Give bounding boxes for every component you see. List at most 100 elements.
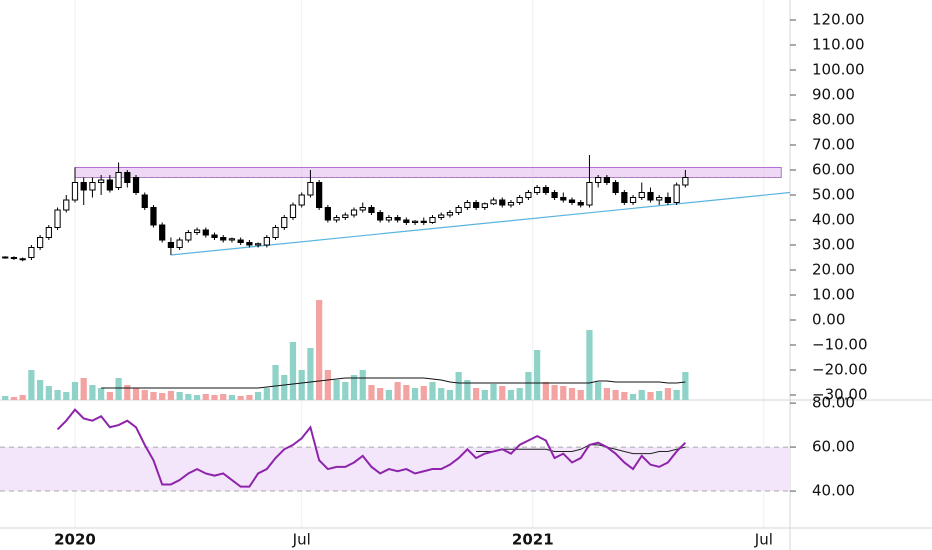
- volume-bar: [10, 397, 18, 400]
- candle-body: [542, 187, 549, 193]
- candle-body: [377, 212, 384, 221]
- volume-ma: [101, 377, 686, 389]
- volume-bar: [45, 386, 52, 400]
- volume-bar: [19, 395, 26, 400]
- volume-bar: [124, 385, 131, 400]
- volume-bar: [98, 388, 105, 400]
- volume-bar: [621, 392, 628, 400]
- volume-bar: [507, 390, 515, 400]
- candle-body: [115, 172, 122, 188]
- candle-body: [429, 217, 436, 223]
- candle-body: [385, 217, 393, 221]
- volume-bar: [385, 390, 393, 400]
- x-tick-label: Jul: [754, 531, 773, 549]
- volume-bar: [455, 372, 462, 400]
- y-tick-label: 0.00: [812, 311, 845, 329]
- volume-bar: [481, 390, 488, 400]
- y-tick-label: 120.00: [812, 11, 865, 29]
- candle-body: [350, 209, 358, 216]
- volume-bar: [595, 382, 602, 400]
- candle-body: [237, 239, 244, 243]
- rsi-ma: [476, 444, 686, 455]
- volume-bar: [629, 394, 637, 400]
- candle-body: [71, 182, 79, 201]
- candle-body: [464, 202, 471, 208]
- candle-body: [281, 217, 288, 228]
- volume-bar: [429, 382, 436, 400]
- y-tick-label: 80.00: [812, 111, 855, 129]
- volume-bar: [464, 380, 471, 400]
- candle-body: [167, 242, 175, 248]
- volume-bar: [612, 390, 619, 400]
- volume-bar: [516, 388, 523, 400]
- y-tick-label: 100.00: [812, 61, 865, 79]
- volume-bar: [411, 388, 419, 400]
- candle-body: [63, 199, 70, 211]
- candle-body: [507, 202, 515, 206]
- candle-body: [455, 207, 462, 213]
- candle-body: [368, 207, 375, 213]
- y-tick-label: 40.00: [812, 211, 855, 229]
- volume-bar: [281, 375, 288, 400]
- y-tick-label: 90.00: [812, 86, 855, 104]
- volume-bar: [185, 394, 192, 400]
- y-tick-label: 30.00: [812, 236, 855, 254]
- candle-body: [656, 197, 663, 201]
- candle-body: [202, 229, 209, 236]
- trendline: [170, 191, 791, 256]
- rsi-tick-label: 80.00: [812, 394, 855, 412]
- volume-bar: [71, 382, 79, 400]
- volume-bar: [551, 385, 558, 400]
- candle-body: [568, 199, 576, 203]
- volume-bar: [438, 388, 445, 400]
- candle-body: [595, 177, 602, 183]
- candle-body: [490, 199, 497, 205]
- volume-bar: [167, 391, 175, 400]
- volume-bar: [159, 393, 166, 400]
- candle-body: [289, 204, 297, 218]
- volume-bar: [603, 388, 611, 400]
- volume-bar: [150, 392, 157, 400]
- volume-bar: [333, 380, 340, 400]
- y-tick-label: 110.00: [812, 36, 865, 54]
- candle-body: [342, 214, 349, 218]
- candle-body: [647, 192, 654, 201]
- volume-bar: [368, 385, 375, 400]
- candle-body: [185, 232, 192, 241]
- volume-bar: [298, 370, 305, 400]
- candle-body: [472, 202, 480, 208]
- volume-bar: [420, 386, 427, 400]
- volume-bar: [377, 388, 384, 400]
- candle-body: [124, 172, 131, 183]
- volume-bar: [272, 365, 279, 400]
- volume-bar: [106, 392, 113, 400]
- volume-bar: [394, 382, 401, 400]
- candle-body: [481, 203, 488, 208]
- volume-bar: [647, 392, 654, 400]
- rsi-tick-label: 40.00: [812, 482, 855, 500]
- candle-body: [28, 247, 35, 258]
- rsi-band: [0, 447, 790, 492]
- volume-bar: [289, 342, 297, 400]
- candle-body: [2, 256, 9, 259]
- candle-body: [499, 199, 506, 206]
- candle-body: [80, 182, 87, 191]
- candle-body: [36, 237, 44, 248]
- candle-body: [638, 192, 645, 198]
- candle-body: [682, 177, 689, 186]
- y-tick-label: 10.00: [812, 286, 855, 304]
- candle-body: [272, 227, 279, 238]
- volume-bar: [132, 388, 140, 400]
- volume-bar: [656, 391, 663, 400]
- candle-body: [664, 197, 672, 203]
- volume-bar: [472, 388, 480, 400]
- candle-body: [45, 227, 52, 238]
- volume-bar: [307, 348, 314, 400]
- candle-body: [673, 184, 680, 203]
- candle-body: [446, 212, 454, 216]
- volume-bar: [28, 370, 35, 400]
- candle-body: [621, 192, 628, 203]
- candle-body: [193, 229, 201, 233]
- candle-body: [551, 192, 558, 198]
- candle-body: [132, 177, 140, 193]
